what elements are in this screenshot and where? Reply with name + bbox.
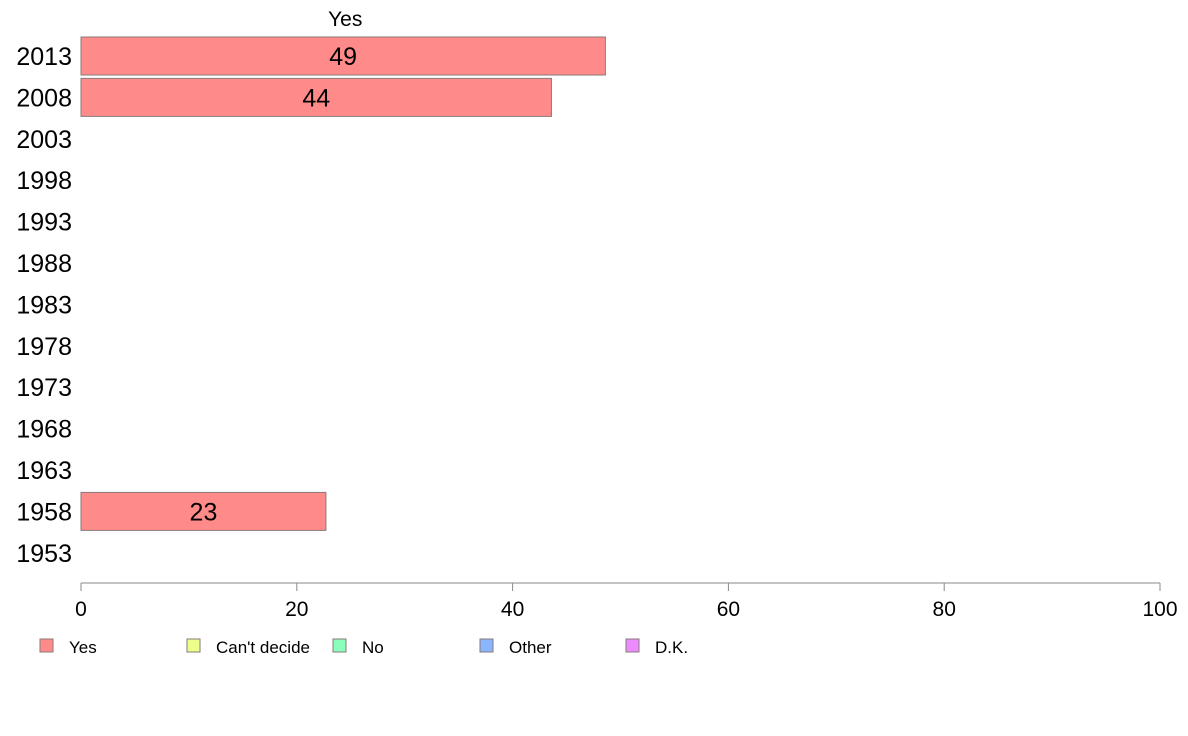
legend-swatch-yes: [39, 638, 54, 653]
bars: 49 44 23: [80, 36, 606, 531]
year-label-1958: 1958: [16, 498, 72, 526]
bar-label-2008: 44: [302, 84, 330, 112]
year-label-1993: 1993: [16, 209, 72, 237]
year-label-2013: 2013: [16, 43, 72, 71]
year-label-1968: 1968: [16, 416, 72, 444]
x-axis: 0 20 40 60 80 100: [75, 582, 1178, 621]
column-header-layer: Yes: [328, 8, 362, 31]
bar-label-1958: 23: [190, 498, 218, 526]
bar-label-2013: 49: [329, 43, 357, 71]
legend-label-other: Other: [509, 638, 552, 657]
column-header: Yes: [328, 8, 362, 31]
year-label-1953: 1953: [16, 540, 72, 568]
year-label-1998: 1998: [16, 167, 72, 195]
legend-label-no: No: [362, 638, 384, 657]
x-tick-label-40: 40: [501, 598, 524, 621]
year-label-1988: 1988: [16, 250, 72, 278]
year-label-2003: 2003: [16, 126, 72, 154]
legend-swatch-no: [332, 638, 347, 653]
legend-label-d-k-: D.K.: [655, 638, 688, 657]
legend-label-can-t-decide: Can't decide: [216, 638, 310, 657]
x-tick-label-0: 0: [75, 598, 87, 621]
year-label-1983: 1983: [16, 291, 72, 319]
x-tick-label-20: 20: [285, 598, 308, 621]
x-tick-label-100: 100: [1142, 598, 1177, 621]
legend-swatch-can-t-decide: [186, 638, 201, 653]
year-label-2008: 2008: [16, 84, 72, 112]
legend-label-yes: Yes: [69, 638, 97, 657]
year-label-1973: 1973: [16, 374, 72, 402]
year-label-1978: 1978: [16, 333, 72, 361]
legend-swatch-other: [479, 638, 494, 653]
bar-2008-yes: [80, 77, 552, 117]
year-labels: 2013 2008 2003 1998 1993 1988 1983 1978 1973 1968…: [16, 43, 72, 568]
bar-2013-yes: [80, 36, 606, 76]
year-label-1963: 1963: [16, 457, 72, 485]
x-tick-label-80: 80: [933, 598, 956, 621]
legend-swatch-d-k-: [625, 638, 640, 653]
x-tick-label-60: 60: [717, 598, 740, 621]
legend: Yes Can't decide No Other D.K.: [39, 638, 688, 657]
bar-1958-yes: [80, 491, 327, 531]
